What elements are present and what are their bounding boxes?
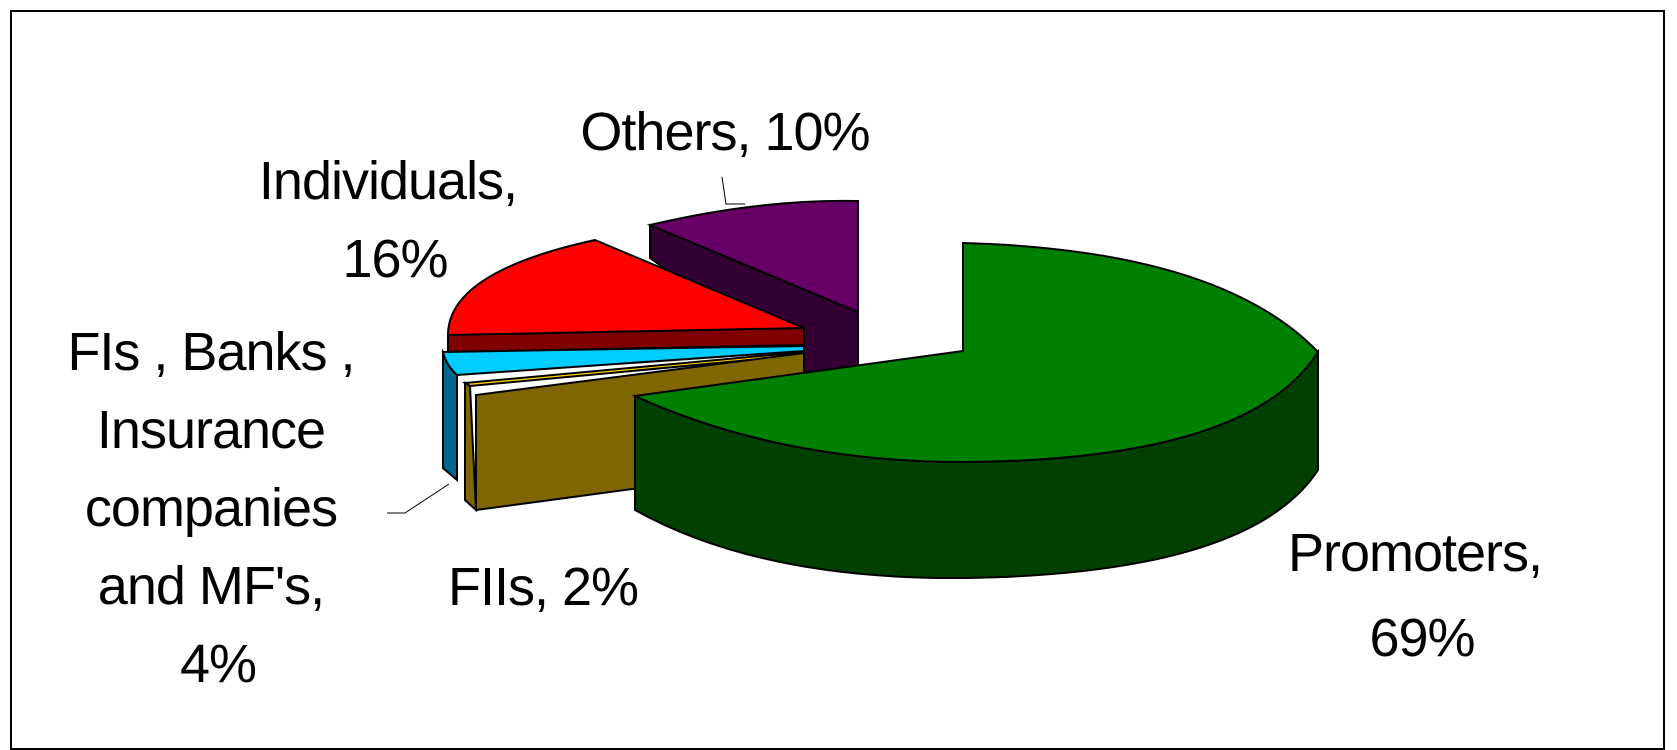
label-individuals-line-2: 16% — [342, 229, 447, 289]
label-fis-banks: FIs , Banks , Insurance companies and MF… — [67, 322, 368, 694]
label-fis-line-1: FIs , Banks , — [67, 322, 354, 382]
label-individuals: Individuals, 16% — [259, 151, 531, 289]
label-promoters-line-1: Promoters, — [1288, 523, 1542, 583]
label-fiis-line: FIIs, 2% — [448, 557, 638, 617]
label-fiis: FIIs, 2% — [448, 557, 638, 617]
label-fis-line-2: Insurance — [97, 400, 325, 460]
label-promoters-line-2: 69% — [1369, 608, 1474, 668]
pie-slice-promoters — [631, 241, 1320, 580]
label-fis-line-3: companies — [85, 478, 337, 538]
label-individuals-line-1: Individuals, — [259, 151, 517, 211]
pie-slice-fis-banks — [387, 344, 805, 514]
others-leader-line — [721, 176, 745, 205]
label-fis-line-5: 4% — [180, 634, 256, 694]
label-others: Others, 10% — [580, 102, 869, 162]
pie-slice-others — [646, 199, 859, 374]
label-promoters: Promoters, 69% — [1288, 523, 1556, 668]
label-others-line: Others, 10% — [580, 102, 869, 162]
label-fis-line-4: and MF's, — [98, 556, 324, 616]
pie-slice-individuals — [446, 238, 805, 354]
